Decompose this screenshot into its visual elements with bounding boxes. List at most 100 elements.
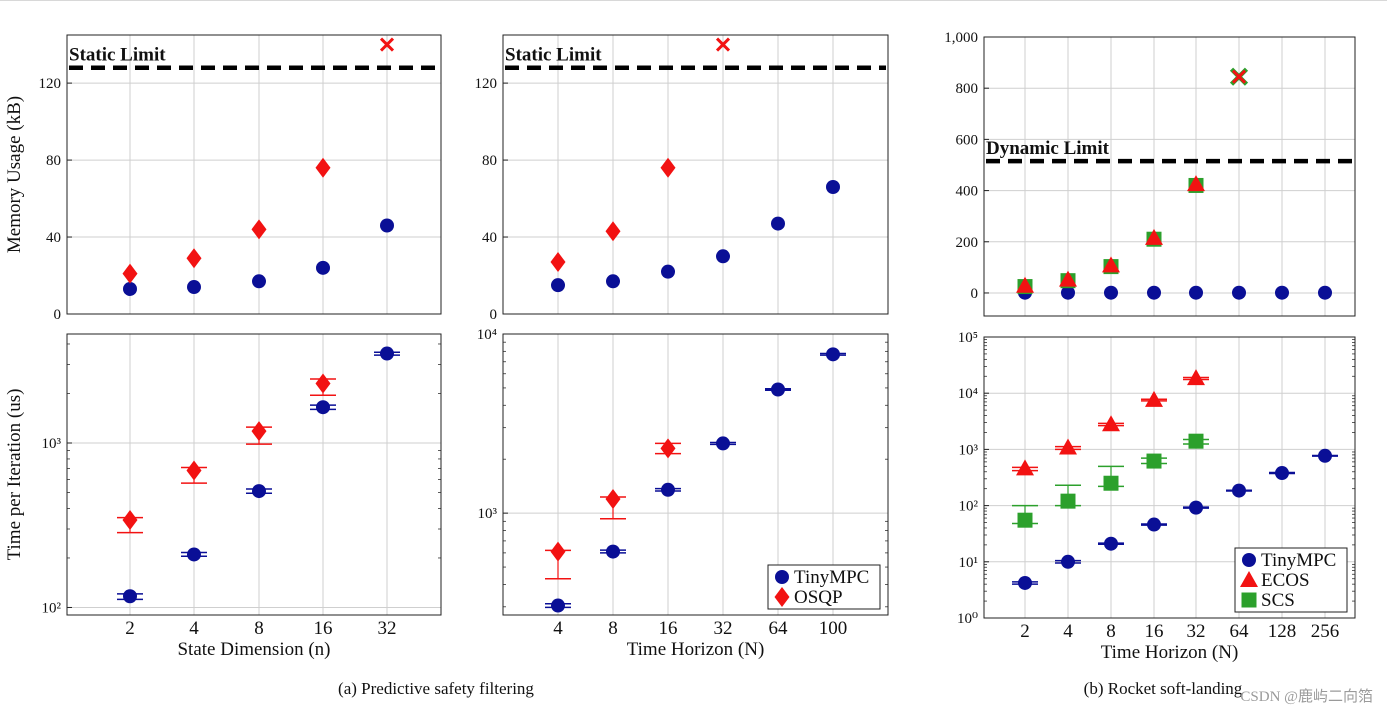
scs-point [1188,433,1204,449]
watermark: CSDN @鹿屿二向箔 [1240,688,1373,705]
tinympc-point [1147,517,1161,532]
osqp-point [660,157,676,178]
x-tick-label: 4 [189,618,199,639]
y-tick-label: 0 [54,307,62,323]
tinympc-point [606,544,620,559]
chart-p1: 0 40 80 120 Memory Usage (kB) Static Limit [4,34,442,323]
tinympc-point [1104,285,1118,300]
top-border [0,0,1387,1]
tinympc-point [123,589,137,604]
x-tick-label: 64 [1230,621,1250,642]
scs-point [1103,475,1119,491]
x-axis-label: Time Horizon (N) [1101,642,1239,663]
tinympc-point [187,547,201,562]
tinympc-point [606,274,620,289]
x-tick-label: 4 [553,618,563,639]
y-tick-label: 10⁴ [477,327,497,343]
x-tick-label: 100 [819,618,848,639]
chart-p2: 0 40 80 120 Static Limit [475,34,889,323]
x-tick-label: 2 [1020,621,1030,642]
y-tick-label: 0 [490,307,498,323]
legend-label: SCS [1261,590,1295,611]
x-tick-label: 4 [1063,621,1073,642]
legend-tinympc-marker [775,570,789,584]
y-tick-label: 40 [482,230,497,246]
x-tick-label: 32 [1187,621,1206,642]
x-tick-label: 8 [608,618,618,639]
tinympc-point [316,260,330,275]
ecos-point [1187,175,1205,192]
tinympc-point [316,400,330,415]
legend-ecos-marker [1240,571,1258,587]
legend-label: TinyMPC [794,567,869,588]
tinympc-point [661,264,675,279]
scs-point [1146,453,1162,469]
legend-label: TinyMPC [1261,550,1336,571]
tinympc-point [1232,285,1246,300]
ecos-point [1145,228,1163,245]
tinympc-point [1147,285,1161,300]
y-tick-label: 600 [956,132,979,148]
tinympc-point [551,598,565,613]
y-tick-label: 80 [46,153,61,169]
legend-scs-marker [1241,592,1257,608]
tinympc-point [1189,285,1203,300]
x-tick-label: 32 [714,618,733,639]
x-axis-label: Time Horizon (N) [627,639,765,660]
y-tick-label: 10³ [42,436,62,452]
x-tick-label: 16 [314,618,333,639]
osqp-point [315,157,331,178]
tinympc-point [1275,466,1289,481]
tinympc-point [1275,285,1289,300]
failure-cross [379,37,395,52]
tinympc-point [187,280,201,295]
y-tick-label: 40 [46,230,61,246]
ecos-point [1016,459,1034,476]
ecos-point [1059,438,1077,455]
tinympc-point [1189,500,1203,515]
osqp-point [186,248,202,269]
tinympc-point [1104,536,1118,551]
tinympc-point [380,346,394,361]
tinympc-point [123,281,137,296]
x-tick-label: 8 [1106,621,1116,642]
osqp-point [315,373,331,394]
tinympc-point [771,216,785,231]
plot-frame [502,34,889,315]
y-axis-label: Time per Iteration (us) [4,389,25,561]
chart-p3: 0 200 400 600 800 1,000 Dynamic Limit [944,30,1356,317]
failure-cross [715,37,731,52]
x-tick-label: 256 [1311,621,1340,642]
x-tick-label: 32 [378,618,397,639]
tinympc-point [1018,575,1032,590]
y-tick-label: 10⁰ [957,611,978,627]
legend-label: ECOS [1261,570,1310,591]
y-axis-label: Memory Usage (kB) [4,96,25,253]
y-tick-label: 800 [956,81,979,97]
y-tick-label: 80 [482,153,497,169]
chart-p4: 10² 10³ 2 4 8 16 32 Time per Iteration (us) Stat… [4,333,442,660]
x-tick-label: 64 [769,618,789,639]
x-tick-label: 16 [1145,621,1164,642]
scs-point [1060,493,1076,509]
caption-a: (a) Predictive safety filtering [338,679,534,698]
ecos-point [1145,390,1163,407]
osqp-point [605,488,621,509]
y-tick-label: 10² [959,499,979,515]
osqp-point [122,263,138,284]
limit-label: Dynamic Limit [986,138,1110,159]
ecos-point [1102,415,1120,432]
osqp-point [122,510,138,531]
osqp-point [550,252,566,273]
tinympc-point [380,218,394,233]
ecos-point [1102,256,1120,273]
tinympc-point [826,347,840,362]
y-tick-label: 10³ [478,506,498,522]
x-tick-label: 2 [125,618,135,639]
tinympc-point [771,382,785,397]
y-tick-label: 1,000 [944,30,978,46]
tinympc-point [716,436,730,451]
